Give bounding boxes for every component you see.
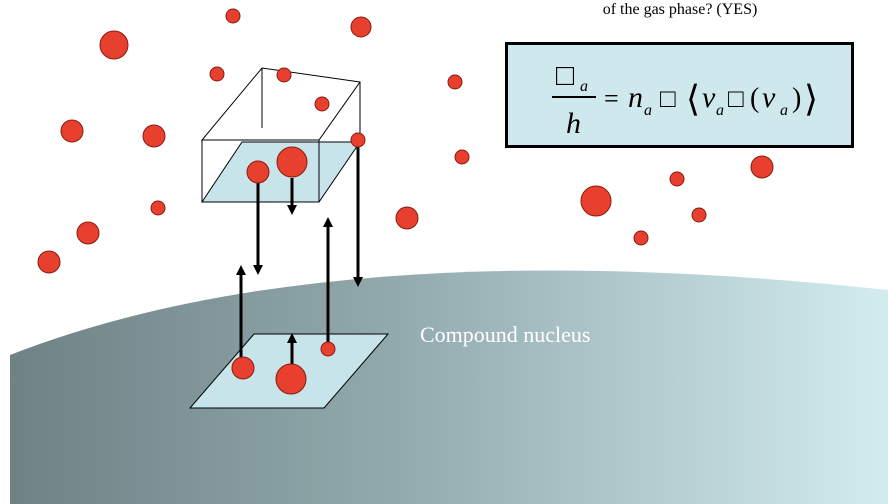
particle [320,341,336,357]
particle [231,356,255,380]
particle [276,67,292,83]
particle [60,119,84,143]
formula-box-symbol: □ [660,84,676,113]
particle [225,8,241,24]
particle [276,146,308,178]
particle [669,171,685,187]
nucleus-label: Compound nucleus [420,322,591,347]
particle [99,30,129,60]
flux-arrows [236,142,363,372]
formula-n-sub: a [644,102,652,119]
formula: □ a h = n a □ ⟨ v a □ ( v a ) ⟩ [552,59,818,140]
particle [580,185,612,217]
formula-numerator: □ [556,59,575,92]
formula-numerator-sub: a [580,78,588,95]
formula-v2-sub: a [780,102,788,119]
caption-text: of the gas phase? (YES) [602,1,758,18]
formula-equals: = [604,84,619,113]
formula-v-sub: a [716,102,724,119]
formula-box: □ a h = n a □ ⟨ v a □ ( v a ) ⟩ [505,42,854,148]
formula-denominator: h [566,107,581,140]
particle [150,200,166,216]
particle [750,155,774,179]
particle [350,16,372,38]
particle [37,250,61,274]
formula-right-angle: ⟩ [804,79,818,120]
formula-n: n [628,81,643,114]
formula-box-symbol-2: □ [728,84,744,113]
compound-nucleus-surface [10,270,888,504]
formula-v2: v [762,81,776,114]
particle [76,221,100,245]
particle [633,230,649,246]
particle [691,207,707,223]
particle [350,132,366,148]
gas-particles [37,8,774,395]
formula-left-angle: ⟨ [686,79,700,120]
particle [314,96,330,112]
particle [447,74,463,90]
formula-open-paren: ( [750,83,759,114]
particle [209,66,225,82]
particle [246,160,270,184]
formula-v: v [702,81,716,114]
particle [142,124,166,148]
particle [275,363,307,395]
particle [395,206,419,230]
gas-phase-window-box [200,67,361,203]
particle [454,149,470,165]
formula-close-paren: ) [792,83,801,114]
